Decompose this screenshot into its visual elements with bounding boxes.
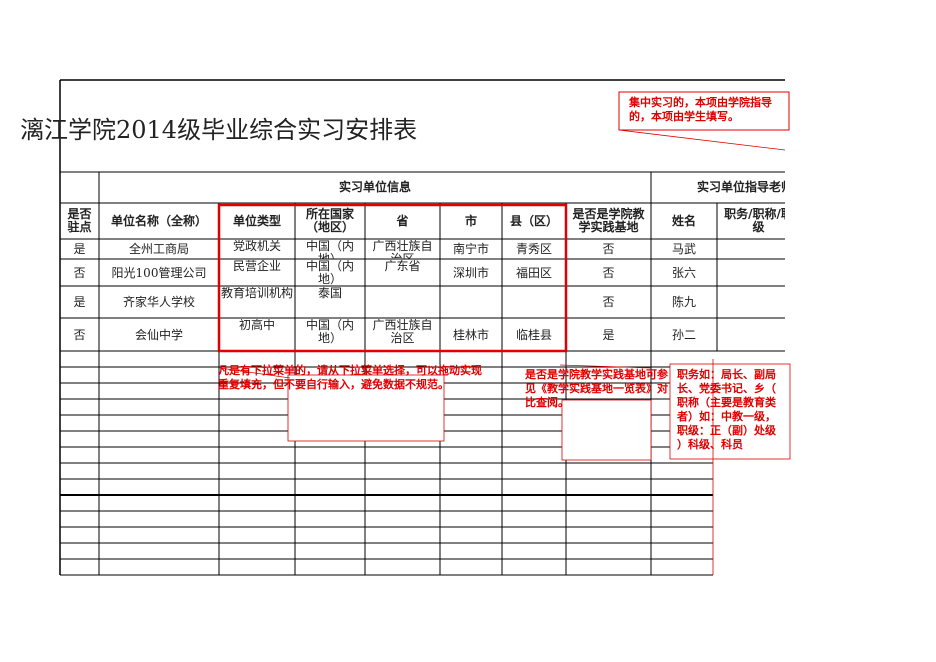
cell-value: 孙二 [671,327,696,342]
cell-value: 广西壮族自治区 [372,319,433,345]
cell-value: 广西壮族自治区 [372,240,433,259]
group-header: 实习单位信息 [338,180,411,194]
comment-text: 比查阅。 [525,396,569,409]
cell-value: 是 [73,242,86,256]
cell-value: 中国（内地） [305,240,354,259]
cell-value: 阳光100管理公司 [111,265,207,280]
box [618,91,790,131]
cell-value: 中国（内地） [305,260,354,286]
cell-value: 教育培训机构 [221,287,294,300]
cell-value: 中国（内地） [305,319,354,345]
cell-value: 桂林市 [452,327,489,342]
sheet: 漓江学院2014级毕业综合实习安排表实习单位信息 实习单位指导老师是否驻点 单位名称… [20,79,785,576]
column-header: 县（区） [509,213,558,228]
column-header: 所在国家（地区） [305,207,354,234]
box [669,363,791,460]
cell-value: 福田区 [515,265,552,280]
cell-value: 否 [602,295,615,309]
column-header: 省 [396,213,409,228]
comment-text: 是否是学院教学实践基地可参 [525,368,668,381]
cell-value: 深圳市 [452,265,489,280]
cell-value: 否 [602,265,615,280]
cell-value: 否 [73,265,86,280]
cell-value: 陈九 [671,295,696,309]
cell-value: 会仙中学 [134,327,183,342]
comment-pointer [219,367,291,379]
column-header: 单位名称（全称） [110,213,207,228]
comment-text: 重复填充，但不要自行输入，避免数据不规范。 [218,378,449,391]
cell-value: 是 [73,295,86,309]
cell-value: 初高中 [238,319,275,332]
box [217,203,568,353]
title: 漓江学院2014级毕业综合实习安排表 [20,116,418,144]
comment-text: 者）如：中教一级， [677,410,776,423]
cell-value: 否 [602,242,615,256]
comment-text: 职级：正（副）处级 [677,424,776,437]
cell-value: 张六 [671,265,696,280]
comment-text: 的，本项由学生填写。 [629,110,739,123]
cell-value: 青秀区 [515,242,552,256]
column-header: 单位类型 [232,213,281,228]
cell-value: 全州工商局 [128,242,189,256]
comment-text: 凡是有下拉菜单的，请从下拉菜单选择，可以拖动实现 [218,364,482,377]
comment-pointer [559,364,652,369]
cell-value: 泰国 [317,287,342,300]
column-header: 姓名 [671,213,696,228]
cell-value: 广东省 [384,260,421,273]
comment-text: ）科级、科员 [677,438,743,451]
cell-value: 马武 [671,242,696,256]
box [287,374,445,442]
cell-value: 党政机关 [232,240,281,253]
cell-value: 南宁市 [452,242,489,256]
cell-value: 否 [73,327,86,342]
comment-text: 见《教学实践基地一览表》对 [525,382,668,395]
cell-value: 是 [602,327,615,342]
cell-value: 临桂县 [515,327,552,342]
column-header: 市 [464,213,477,228]
comment-pointer [618,129,786,151]
group-header: 实习单位指导老师 [697,180,785,194]
box [561,399,652,461]
comment-text: 职称（主要是教育类 [677,396,776,409]
column-header: 是否驻点 [67,207,92,234]
column-header: 是否是学院教学实践基地 [572,207,645,234]
cell-value: 民营企业 [232,260,281,273]
comment-text: 集中实习的，本项由学院指导 [629,96,772,109]
column-header: 职务/职称/职级 [724,207,785,234]
comment-text: 长、党委书记、乡（ [677,382,776,395]
cell-value: 齐家华人学校 [122,295,195,309]
comment-text: 职务如：局长、副局 [677,368,776,381]
